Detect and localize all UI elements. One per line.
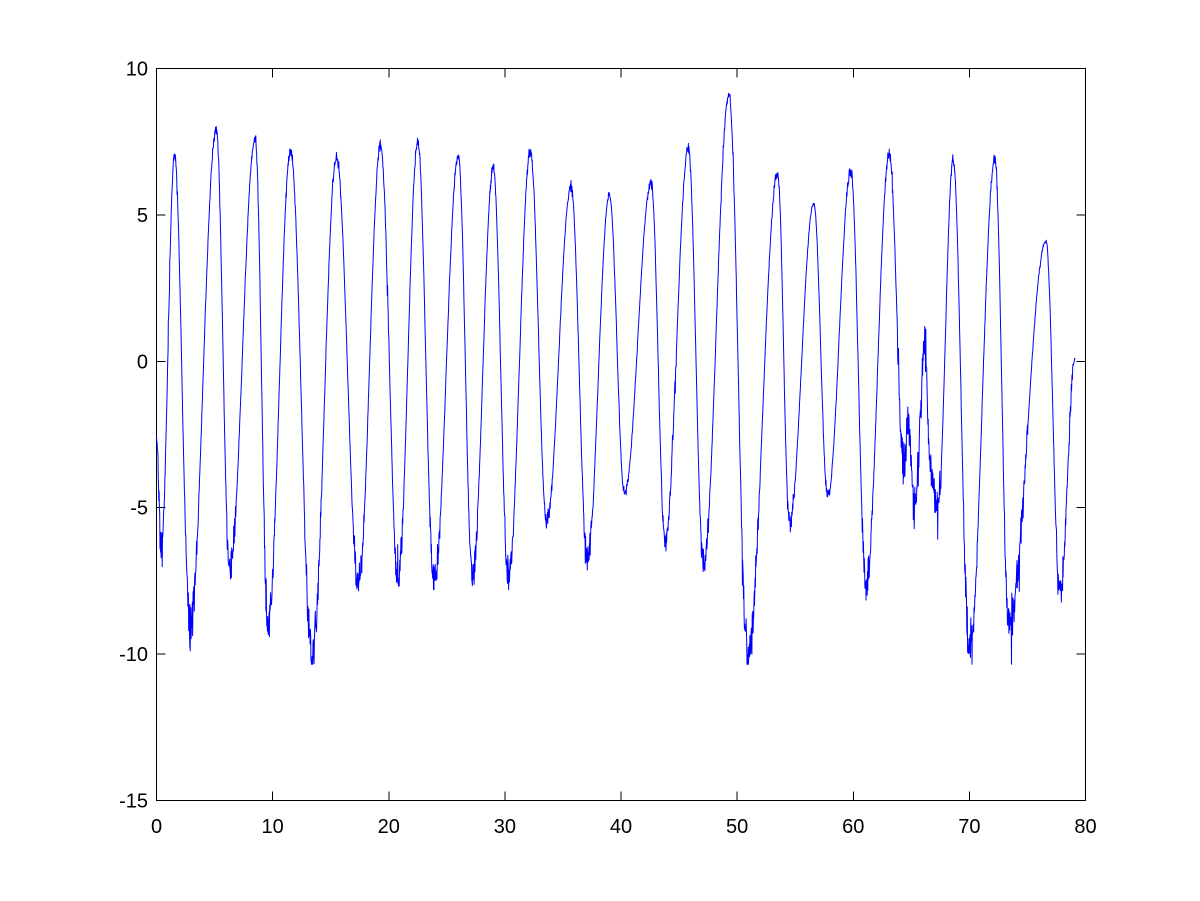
x-tick-label: 50 (726, 816, 748, 838)
y-tick-label: -15 (119, 791, 148, 813)
x-tick-label: 40 (610, 816, 632, 838)
x-tick-label: 20 (378, 816, 400, 838)
y-tick-label: -10 (119, 644, 148, 666)
y-axis-tick-labels: 10 5 0 -5 -10 -15 (119, 59, 148, 813)
x-tick-label: 80 (1074, 816, 1096, 838)
y-tick-label: 10 (126, 59, 148, 81)
y-tick-label: 5 (137, 205, 148, 227)
y-tick-label: -5 (130, 498, 148, 520)
x-axis-tick-labels: 0 10 20 30 40 50 60 70 80 (151, 816, 1097, 838)
x-tick-label: 60 (842, 816, 864, 838)
x-tick-label: 10 (262, 816, 284, 838)
x-tick-label: 30 (494, 816, 516, 838)
y-tick-label: 0 (137, 351, 148, 373)
x-tick-label: 0 (151, 816, 162, 838)
axis-tick-marks (156, 68, 1086, 801)
x-tick-label: 70 (958, 816, 980, 838)
signal-line (156, 92, 1076, 665)
